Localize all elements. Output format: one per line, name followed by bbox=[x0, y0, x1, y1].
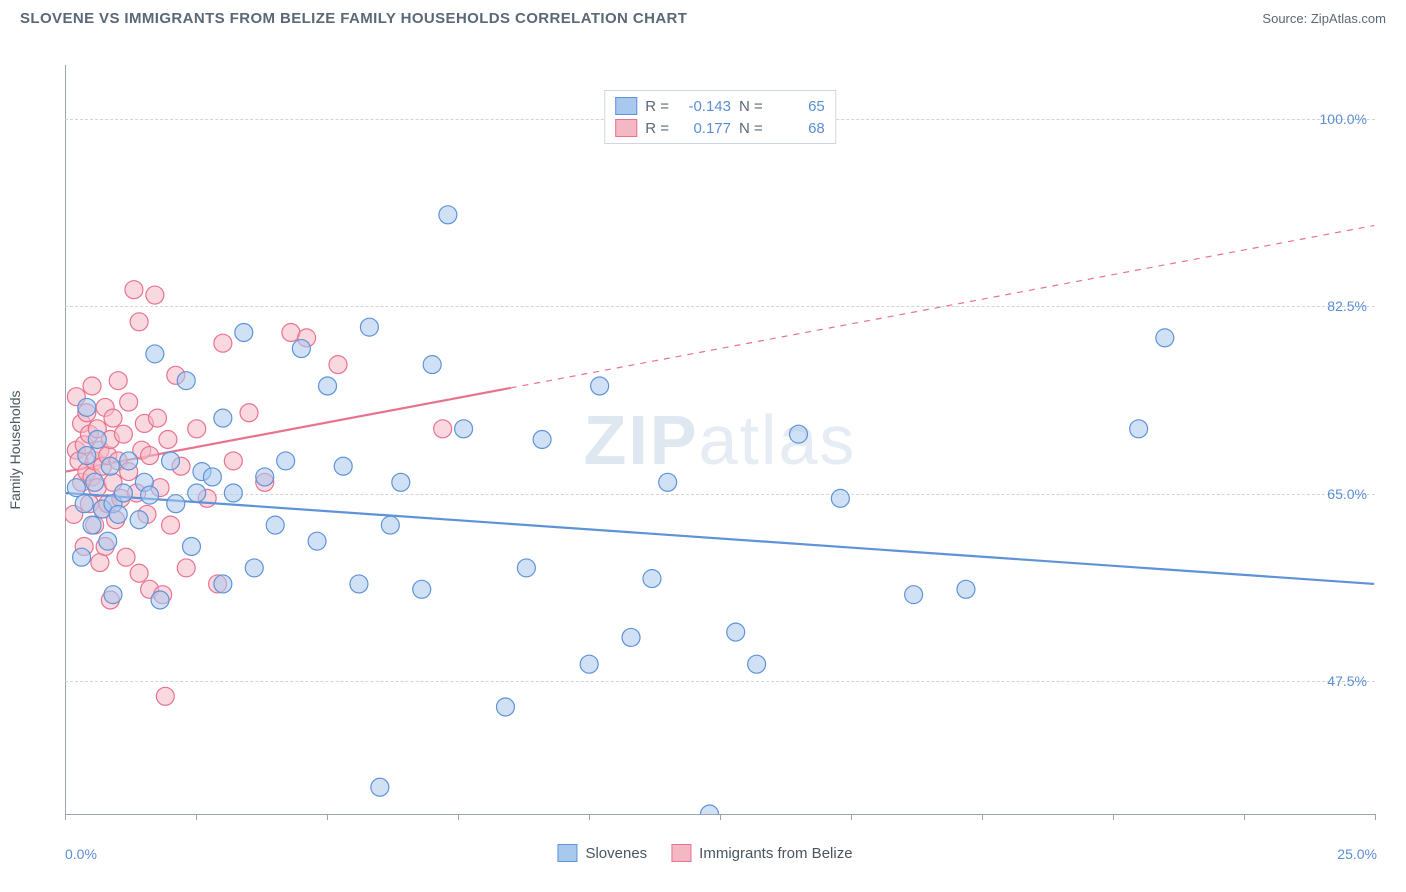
legend-n-value: 68 bbox=[771, 120, 825, 137]
legend-r-label: R = bbox=[645, 98, 669, 115]
x-max-label: 25.0% bbox=[1337, 846, 1377, 862]
plot-area: ZIPatlas R = -0.143 N = 65 R = 0.177 N =… bbox=[65, 65, 1375, 815]
legend-series-label: Slovenes bbox=[585, 845, 647, 862]
legend-swatch-belize bbox=[615, 119, 637, 137]
legend-swatch-slovenes bbox=[615, 97, 637, 115]
legend-n-label: N = bbox=[739, 120, 763, 137]
correlation-legend: R = -0.143 N = 65 R = 0.177 N = 68 bbox=[604, 90, 836, 144]
source-attribution: Source: ZipAtlas.com bbox=[1262, 11, 1386, 26]
x-min-label: 0.0% bbox=[65, 846, 97, 862]
scatter-canvas bbox=[65, 65, 1375, 814]
y-axis-label: Family Households bbox=[7, 390, 23, 509]
legend-swatch-slovenes bbox=[557, 844, 577, 862]
legend-r-value: -0.143 bbox=[677, 98, 731, 115]
chart-container: Family Households ZIPatlas R = -0.143 N … bbox=[25, 40, 1385, 860]
series-legend: Slovenes Immigrants from Belize bbox=[557, 844, 852, 862]
legend-series-label: Immigrants from Belize bbox=[699, 845, 852, 862]
source-link[interactable]: ZipAtlas.com bbox=[1311, 11, 1386, 26]
legend-n-value: 65 bbox=[771, 98, 825, 115]
legend-swatch-belize bbox=[671, 844, 691, 862]
chart-title: SLOVENE VS IMMIGRANTS FROM BELIZE FAMILY… bbox=[20, 10, 687, 27]
legend-r-label: R = bbox=[645, 120, 669, 137]
legend-r-value: 0.177 bbox=[677, 120, 731, 137]
legend-n-label: N = bbox=[739, 98, 763, 115]
